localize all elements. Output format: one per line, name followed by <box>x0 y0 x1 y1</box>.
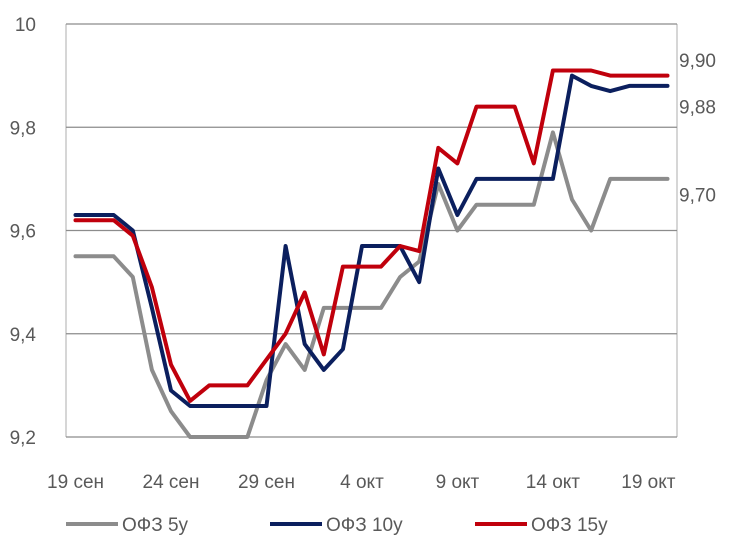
right-value-label: 9,90 <box>679 51 716 72</box>
series-line <box>73 68 670 403</box>
grid-lines <box>65 23 678 438</box>
legend: ОФЗ 5у ОФЗ 10у ОФЗ 15у <box>66 515 608 536</box>
x-tick-label: 19 сен <box>47 472 104 493</box>
series-line <box>73 73 670 408</box>
y-tick-label: 9,4 <box>10 325 37 346</box>
y-tick-label: 9,2 <box>10 428 36 449</box>
y-tick-label: 10 <box>15 15 36 36</box>
right-value-labels: 9,90 9,88 9,70 <box>679 51 716 206</box>
series-line <box>73 130 670 439</box>
x-tick-label: 14 окт <box>526 472 581 493</box>
x-tick-label: 19 окт <box>621 472 676 493</box>
right-value-label: 9,88 <box>679 98 716 119</box>
legend-label: ОФЗ 10у <box>326 515 403 536</box>
x-tick-label: 24 сен <box>143 472 200 493</box>
y-axis-ticks: 9,2 9,4 9,6 9,8 10 <box>10 15 37 449</box>
legend-label: ОФЗ 5у <box>122 515 189 536</box>
y-tick-label: 9,6 <box>10 222 36 243</box>
x-axis-ticks: 19 сен 24 сен 29 сен 4 окт 9 окт 14 окт 19 окт <box>47 472 676 493</box>
legend-label: ОФЗ 15у <box>531 515 608 536</box>
x-tick-label: 4 окт <box>340 472 384 493</box>
x-tick-label: 9 окт <box>436 472 480 493</box>
y-tick-label: 9,8 <box>10 118 36 139</box>
series-lines <box>73 68 670 439</box>
x-tick-label: 29 сен <box>238 472 295 493</box>
right-value-label: 9,70 <box>679 185 716 206</box>
